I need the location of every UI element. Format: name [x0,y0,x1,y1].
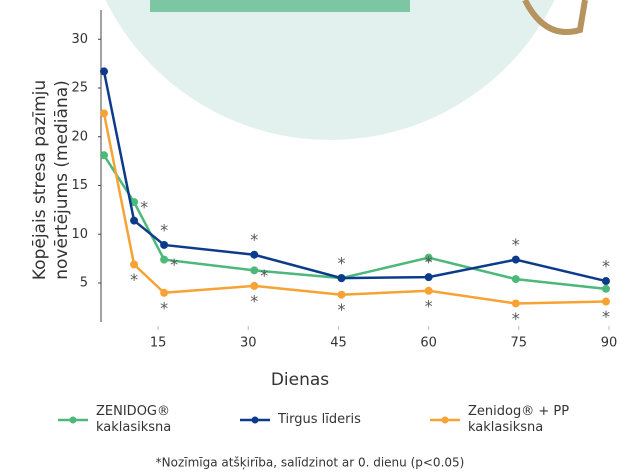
legend-label: Zenidog® + PP kaklasiksna [468,404,570,435]
significance-marker: * [425,253,433,272]
significance-marker: * [130,270,138,289]
data-point [424,253,433,262]
data-point [250,266,259,275]
data-point [130,260,139,269]
data-point [160,255,169,264]
significance-marker: * [140,198,148,217]
y-tick-label: 5 [80,276,88,291]
significance-marker: * [250,291,258,310]
data-point [160,288,169,297]
x-tick-label: 75 [511,336,528,351]
significance-marker: * [250,230,258,249]
significance-marker: * [160,220,168,239]
legend-label: Tirgus līderis [278,412,361,427]
data-point [250,281,259,290]
significance-marker: * [425,296,433,315]
legend-dot [69,416,77,424]
significance-marker: * [170,255,178,274]
series-line [102,154,607,291]
x-tick-label: 30 [240,336,257,351]
data-point [511,255,520,264]
data-point [250,250,259,259]
data-point [601,297,610,306]
significance-marker: * [337,300,345,319]
series-line [102,71,607,283]
data-point [100,109,109,118]
series-line [102,113,607,305]
data-point [337,290,346,299]
y-tick-label: 20 [71,129,88,144]
y-tick-label: 30 [71,32,88,47]
data-point [160,240,169,249]
data-point [424,286,433,295]
data-point [424,273,433,282]
significance-marker: * [602,307,610,326]
x-tick-label: 90 [601,336,618,351]
x-tick-label: 60 [420,336,437,351]
data-point [511,299,520,308]
data-point [130,198,139,207]
y-tick-label: 10 [71,227,88,242]
decor-circle [105,0,555,140]
legend-dot [441,416,449,424]
significance-marker: * [160,298,168,317]
decor-box [150,0,410,12]
legend-label: ZENIDOG® kaklasiksna [96,404,172,435]
significance-marker: * [602,257,610,276]
data-point [601,284,610,293]
y-axis-label: Kopējais stresa pazīmju [30,80,50,280]
data-point [601,277,610,286]
y-tick-label: 25 [71,81,88,96]
decor-collar [522,0,588,35]
significance-marker: * [260,266,268,285]
footnote: *Nozīmīga atšķirība, salīdzinot ar 0. di… [156,456,465,470]
x-tick-label: 45 [330,336,347,351]
significance-marker: * [337,254,345,273]
significance-marker: * [512,309,520,328]
legend-dot [251,416,259,424]
data-point [130,216,139,225]
data-point [100,67,109,76]
data-point [337,274,346,283]
x-axis-label: Dienas [271,370,329,390]
y-axis-label: novērtējums (mediāna) [52,80,72,280]
y-tick-label: 15 [71,178,88,193]
data-point [511,275,520,284]
x-tick-label: 15 [150,336,167,351]
data-point [100,151,109,160]
significance-marker: * [512,235,520,254]
